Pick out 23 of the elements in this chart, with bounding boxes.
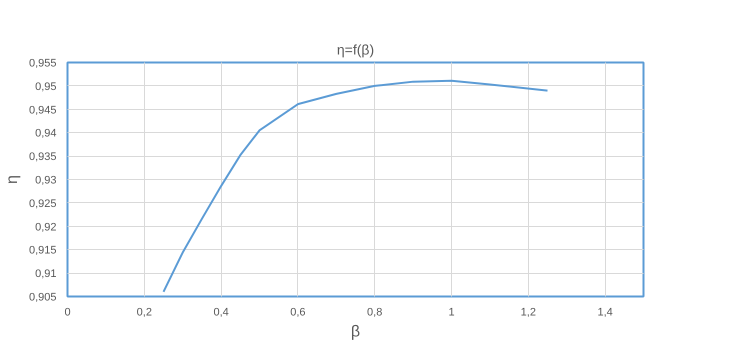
y-tick-label: 0,955 — [28, 58, 57, 70]
y-tick-label: 0,95 — [35, 80, 57, 93]
y-tick-label: 0,94 — [35, 128, 57, 140]
line-series — [162, 80, 548, 293]
chart-title: η=f(β) — [336, 42, 374, 58]
x-tick-label: 0,6 — [290, 306, 306, 318]
x-tick-label: 1,4 — [597, 306, 613, 318]
x-axis-title: β — [350, 324, 360, 340]
y-tick-label: 0,92 — [35, 221, 57, 234]
y-tick-label: 0,925 — [28, 198, 57, 210]
y-tick-label: 0,935 — [28, 151, 57, 164]
y-axis-title: η — [4, 175, 21, 184]
y-tick-label: 0,91 — [35, 268, 57, 280]
x-tick-label: 1,2 — [520, 306, 536, 318]
x-tick-label: 1 — [448, 306, 455, 318]
x-tick-label: 0 — [64, 306, 71, 318]
x-tick-label: 0,4 — [213, 306, 229, 318]
y-tick-label: 0,905 — [28, 292, 57, 304]
x-tick-label: 0,2 — [136, 306, 152, 318]
y-tick-label: 0,945 — [28, 104, 57, 116]
y-tick-label: 0,93 — [35, 174, 57, 186]
y-tick-label: 0,915 — [28, 244, 57, 257]
x-tick-label: 0,8 — [367, 306, 382, 318]
